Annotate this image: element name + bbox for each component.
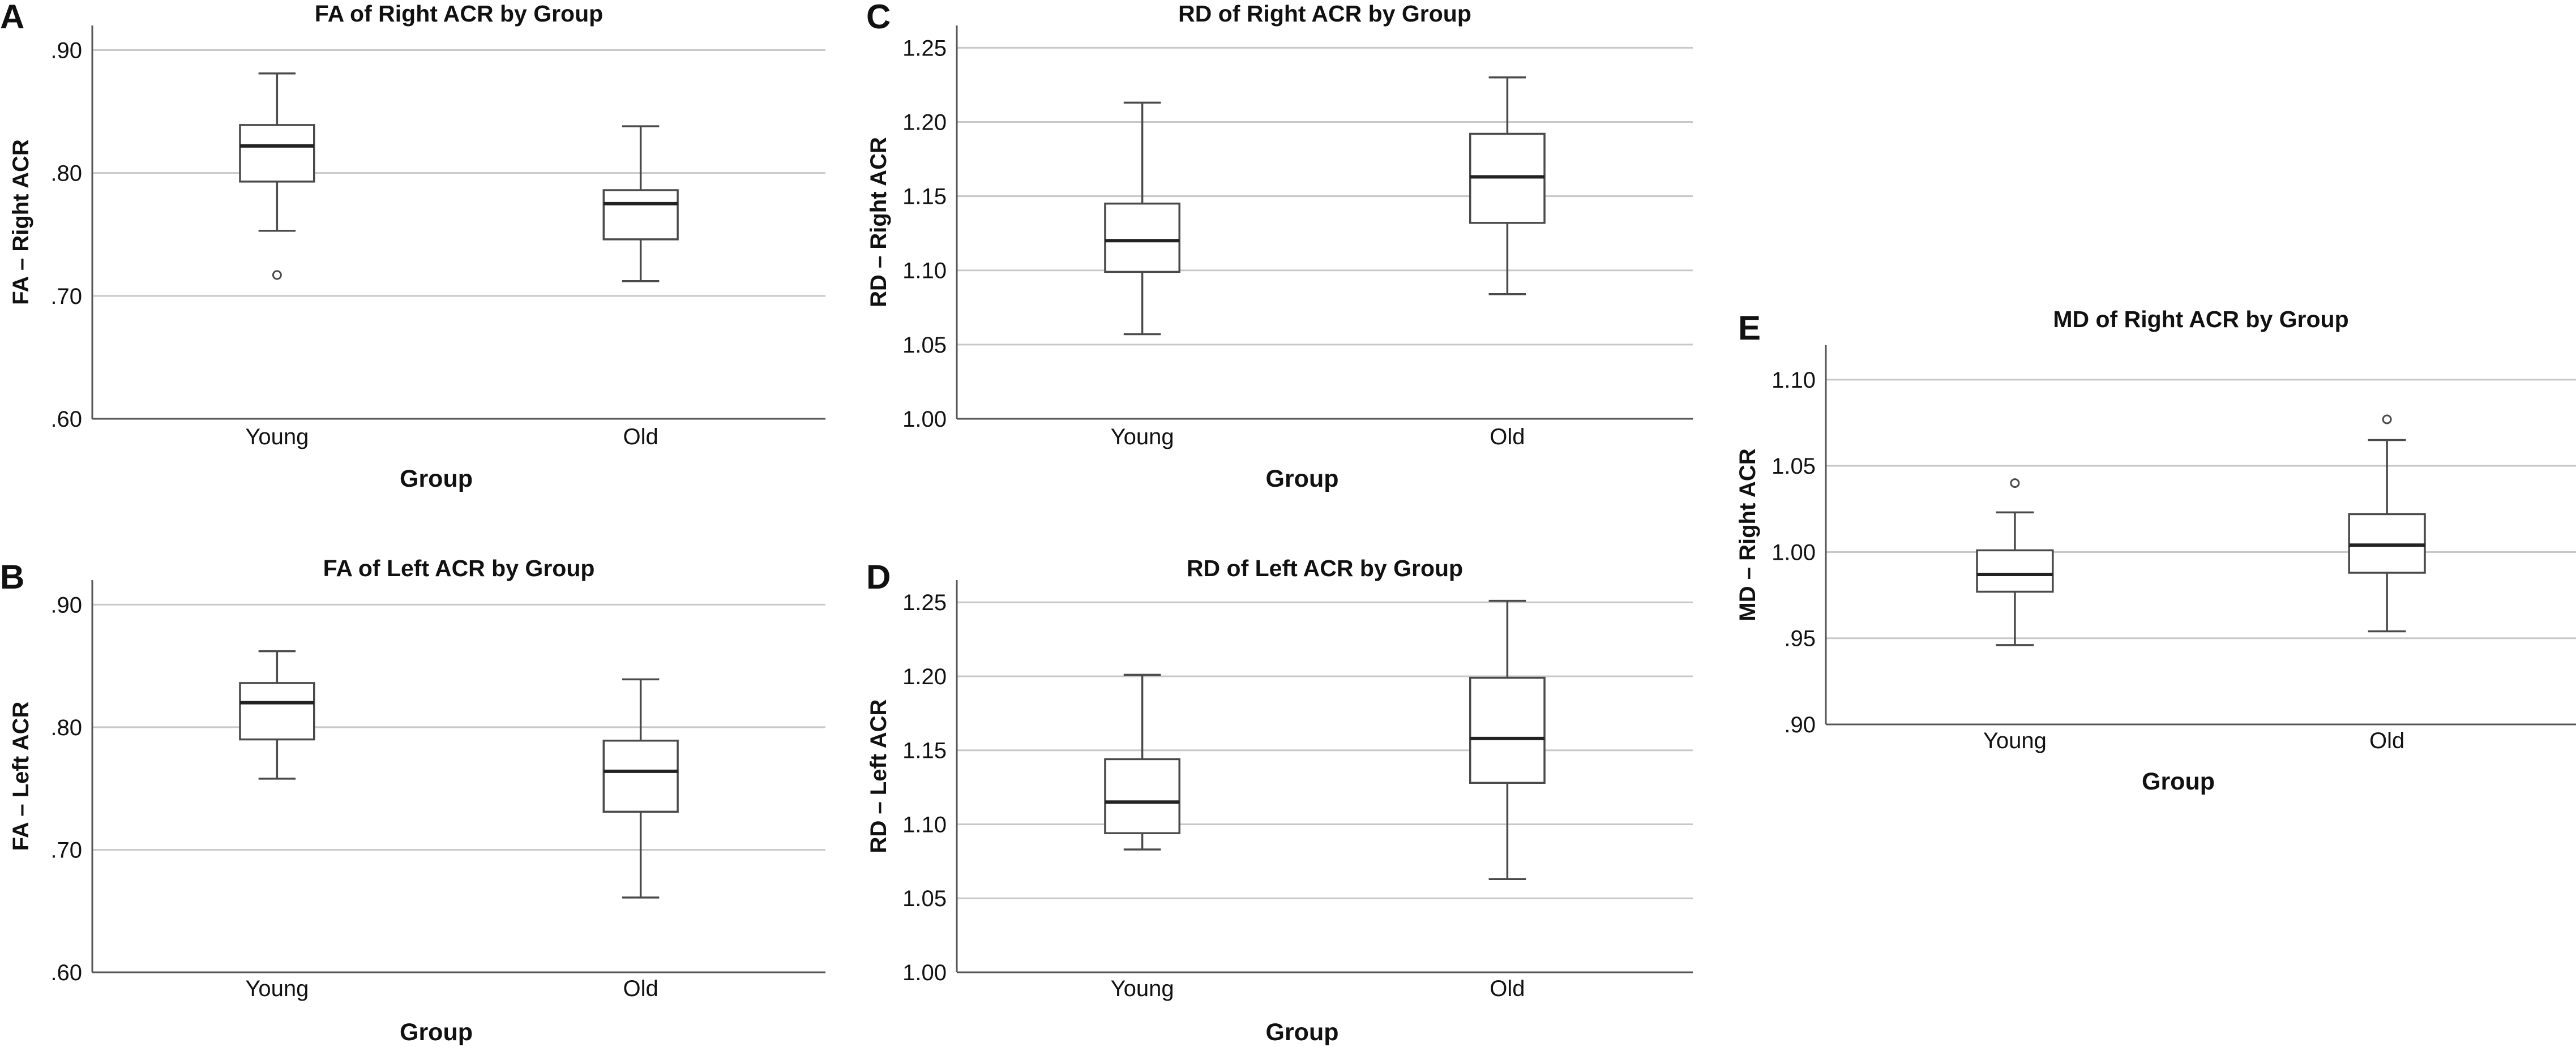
x-tick-label: Old bbox=[623, 424, 658, 449]
y-tick-label: 1.25 bbox=[902, 590, 947, 615]
box-young bbox=[1104, 101, 1180, 336]
outlier-point bbox=[2010, 478, 2020, 488]
x-tick-label: Young bbox=[1111, 976, 1174, 1001]
x-axis-label: Group bbox=[1266, 1019, 1339, 1046]
y-axis-label: FA – Right ACR bbox=[8, 139, 33, 305]
panel-d: D RD of Left ACR by Group 1.00 1.05 1.10 1.15… bbox=[866, 555, 1693, 1046]
chart-title: FA of Left ACR by Group bbox=[323, 555, 595, 581]
y-tick-label: 1.05 bbox=[902, 886, 947, 911]
y-tick-label: .80 bbox=[50, 161, 82, 186]
panel-letter: A bbox=[0, 0, 24, 36]
y-tick-label: .70 bbox=[50, 838, 82, 863]
x-tick-label: Young bbox=[1111, 424, 1174, 449]
outlier-point bbox=[272, 270, 282, 280]
y-tick-label: 1.15 bbox=[902, 739, 947, 763]
iqr-box bbox=[602, 739, 679, 813]
panel-letter: B bbox=[0, 558, 24, 596]
chart-title: RD of Right ACR by Group bbox=[1178, 1, 1471, 27]
chart-title: FA of Right ACR by Group bbox=[315, 1, 603, 27]
y-axis-label: MD – Right ACR bbox=[1735, 448, 1760, 621]
y-tick-label: 1.10 bbox=[902, 812, 947, 837]
y-tick-label: .60 bbox=[50, 960, 82, 985]
y-tick-label: .60 bbox=[50, 407, 82, 432]
y-tick-label: 1.10 bbox=[1771, 368, 1816, 393]
x-axis-label: Group bbox=[1266, 465, 1339, 492]
x-tick-label: Old bbox=[1490, 976, 1525, 1001]
iqr-box bbox=[602, 189, 679, 241]
iqr-box bbox=[1104, 202, 1180, 273]
box-old bbox=[602, 678, 679, 899]
box-old bbox=[1469, 76, 1546, 295]
panel-b: B FA of Left ACR by Group .60 .70 .80 .90 Youn… bbox=[0, 555, 825, 1046]
box-old bbox=[1469, 599, 1546, 880]
y-tick-label: 1.00 bbox=[1771, 540, 1816, 565]
y-tick-label: 1.25 bbox=[902, 36, 947, 61]
y-tick-label: 1.20 bbox=[902, 110, 947, 135]
box-young bbox=[1976, 478, 2054, 646]
y-tick-label: 1.05 bbox=[1771, 454, 1816, 479]
y-tick-label: 1.05 bbox=[902, 333, 947, 358]
chart-title: MD of Right ACR by Group bbox=[2053, 306, 2348, 332]
y-tick-label: .90 bbox=[50, 38, 82, 63]
y-axis-label: RD – Right ACR bbox=[866, 137, 891, 307]
y-axis-label: FA – Left ACR bbox=[8, 702, 33, 851]
x-tick-label: Young bbox=[245, 424, 309, 449]
box-young bbox=[1104, 673, 1180, 851]
y-axis-label: RD – Left ACR bbox=[866, 699, 891, 853]
x-axis-label: Group bbox=[400, 465, 473, 492]
y-tick-label: .90 bbox=[1784, 713, 1816, 737]
panel-c: C RD of Right ACR by Group 1.00 1.05 1.10 1.1… bbox=[866, 0, 1693, 492]
y-tick-label: .70 bbox=[50, 284, 82, 309]
iqr-box bbox=[1976, 549, 2054, 593]
outlier-point bbox=[2382, 414, 2392, 424]
panel-letter: E bbox=[1738, 309, 1761, 347]
panel-a: A FA of Right ACR by Group .60 .70 .80 .90 You… bbox=[0, 0, 825, 492]
iqr-box bbox=[2348, 513, 2426, 574]
x-tick-label: Old bbox=[1490, 424, 1525, 449]
y-tick-label: 1.15 bbox=[902, 184, 947, 209]
box-old bbox=[602, 125, 679, 282]
panel-letter: D bbox=[866, 558, 891, 596]
y-tick-label: .95 bbox=[1784, 627, 1816, 651]
y-tick-label: .90 bbox=[50, 593, 82, 617]
box-young bbox=[239, 72, 315, 280]
panel-letter: C bbox=[866, 0, 891, 36]
iqr-box bbox=[239, 124, 315, 183]
y-tick-label: .80 bbox=[50, 715, 82, 740]
y-tick-label: 1.00 bbox=[902, 407, 947, 432]
box-old bbox=[2348, 414, 2426, 633]
x-axis-label: Group bbox=[2142, 768, 2215, 795]
x-tick-label: Old bbox=[623, 976, 658, 1001]
panel-e: E MD of Right ACR by Group .90 .95 1.00 1.05 1… bbox=[1735, 306, 2576, 795]
x-axis-label: Group bbox=[400, 1019, 473, 1046]
y-tick-label: 1.00 bbox=[902, 960, 947, 985]
chart-title: RD of Left ACR by Group bbox=[1187, 555, 1463, 581]
x-tick-label: Old bbox=[2369, 728, 2404, 753]
x-tick-label: Young bbox=[245, 976, 309, 1001]
y-tick-label: 1.10 bbox=[902, 259, 947, 284]
iqr-box bbox=[1469, 676, 1546, 784]
x-tick-label: Young bbox=[1983, 728, 2047, 753]
box-young bbox=[239, 650, 315, 780]
y-tick-label: 1.20 bbox=[902, 664, 947, 689]
iqr-box bbox=[1104, 758, 1180, 834]
iqr-box bbox=[239, 682, 315, 741]
